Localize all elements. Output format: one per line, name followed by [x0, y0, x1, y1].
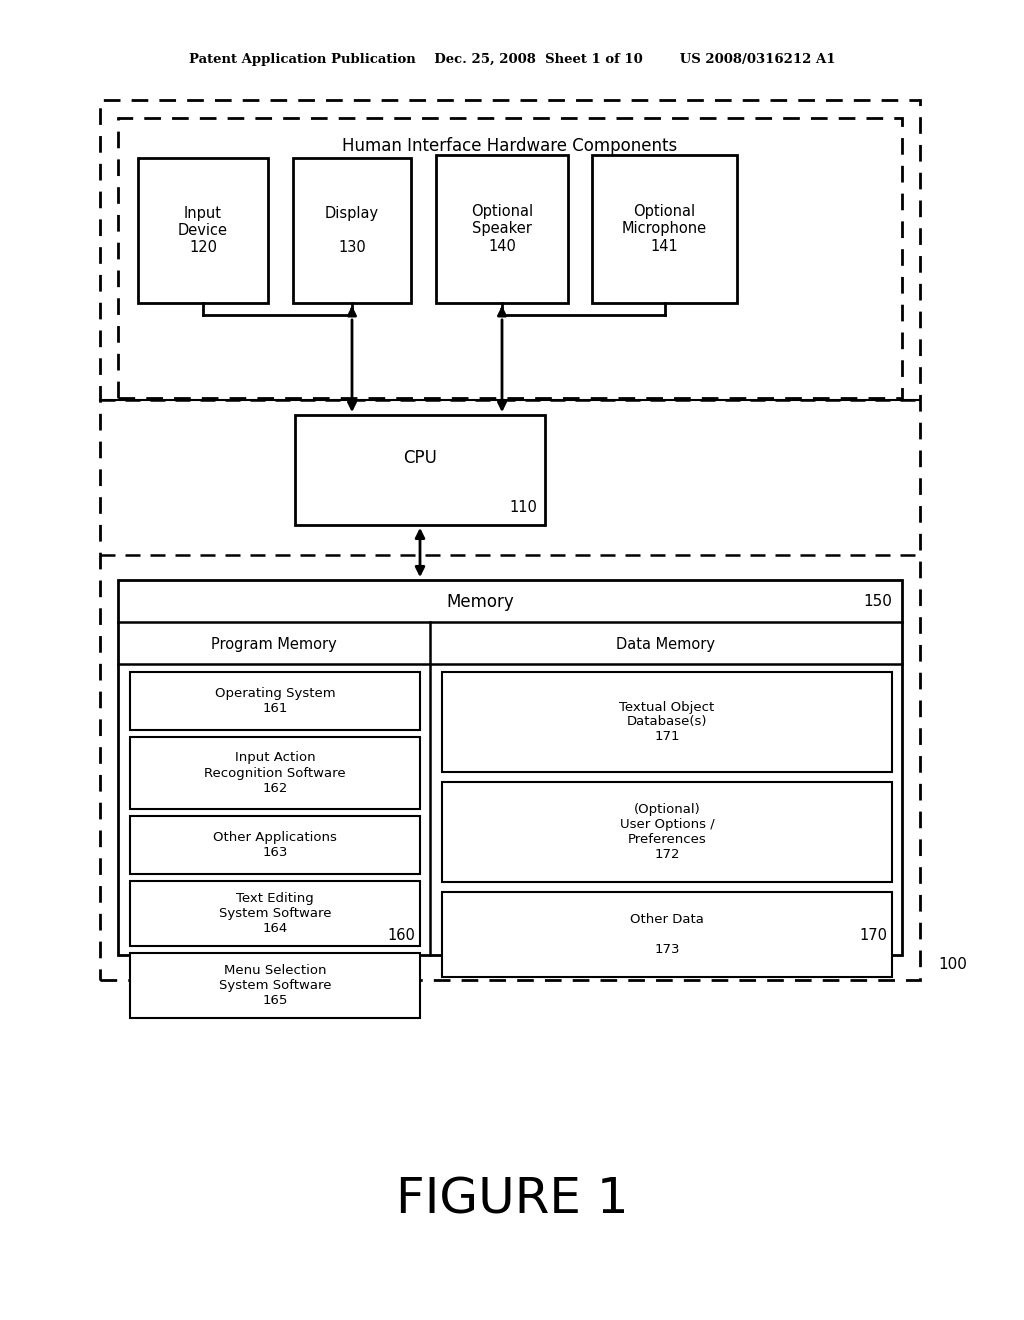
Text: Optional
Speaker
140: Optional Speaker 140 [471, 205, 534, 253]
Bar [130, 737, 420, 809]
Bar [293, 158, 411, 304]
Bar [138, 158, 268, 304]
Text: 150: 150 [863, 594, 892, 610]
Text: Display

130: Display 130 [325, 206, 379, 255]
Text: Textual Object
Database(s)
171: Textual Object Database(s) 171 [620, 701, 715, 743]
Text: Other Data

173: Other Data 173 [630, 913, 703, 956]
Text: Input
Device
120: Input Device 120 [178, 206, 228, 255]
Bar [130, 953, 420, 1018]
Text: Input Action
Recognition Software
162: Input Action Recognition Software 162 [204, 751, 346, 795]
Text: Optional
Microphone
141: Optional Microphone 141 [622, 205, 707, 253]
Bar [130, 816, 420, 874]
Bar [436, 154, 568, 304]
Text: 170: 170 [859, 928, 887, 942]
Text: Human Interface Hardware Components: Human Interface Hardware Components [342, 137, 678, 154]
Text: CPU: CPU [403, 449, 437, 467]
Bar [442, 892, 892, 977]
Bar [130, 880, 420, 946]
Text: Data Memory: Data Memory [616, 636, 716, 652]
Text: Operating System
161: Operating System 161 [215, 686, 335, 715]
Text: Text Editing
System Software
164: Text Editing System Software 164 [219, 892, 331, 935]
Text: FIGURE 1: FIGURE 1 [395, 1176, 629, 1224]
Text: Memory: Memory [446, 593, 514, 611]
Bar [592, 154, 737, 304]
Text: 110: 110 [509, 500, 537, 515]
Text: Program Memory: Program Memory [211, 636, 337, 652]
Bar [118, 117, 902, 399]
Text: (Optional)
User Options /
Preferences
172: (Optional) User Options / Preferences 17… [620, 803, 715, 861]
Bar [442, 672, 892, 772]
Text: 100: 100 [938, 957, 967, 972]
Text: Other Applications
163: Other Applications 163 [213, 832, 337, 859]
Text: Menu Selection
System Software
165: Menu Selection System Software 165 [219, 964, 331, 1007]
Text: Patent Application Publication    Dec. 25, 2008  Sheet 1 of 10        US 2008/03: Patent Application Publication Dec. 25, … [188, 54, 836, 66]
Bar [118, 579, 902, 954]
Bar [295, 414, 545, 525]
Bar [100, 100, 920, 979]
Text: 160: 160 [387, 928, 415, 942]
Bar [130, 672, 420, 730]
Bar [442, 781, 892, 882]
